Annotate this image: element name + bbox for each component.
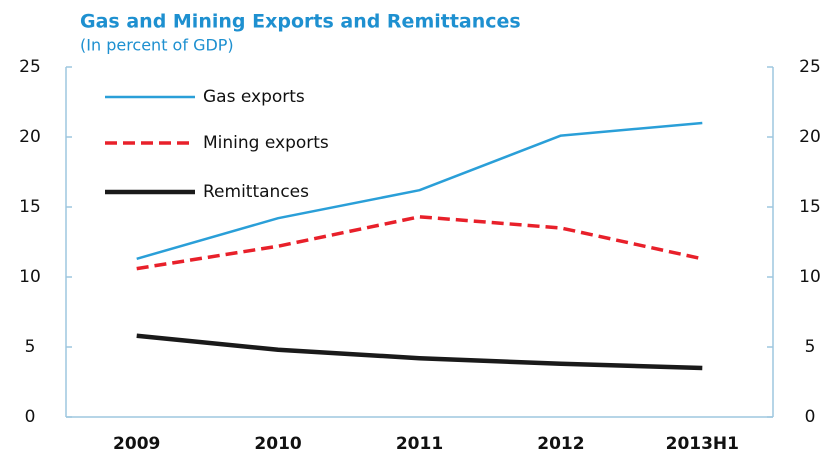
y-tick-label: 20 [19,127,41,147]
x-tick-label: 2012 [537,434,584,454]
legend-label: Remittances [203,182,309,202]
x-tick-label: 2013H1 [666,434,739,454]
series-line [136,121,703,261]
x-tick-label: 2010 [254,434,301,454]
y-tick-label: 10 [19,267,41,287]
y2-tick-label: 15 [799,197,821,217]
y2-tick-label: 25 [799,57,821,77]
y-tick-label: 25 [19,57,41,77]
y2-tick-label: 0 [805,407,816,427]
legend-label: Mining exports [203,133,329,153]
legend-label: Gas exports [203,87,305,107]
y2-tick-label: 10 [799,267,821,287]
y-tick-label: 0 [25,407,36,427]
x-tick-label: 2011 [396,434,443,454]
y2-tick-label: 5 [805,337,816,357]
series-line [136,215,703,271]
y-tick-label: 15 [19,197,41,217]
chart-title: Gas and Mining Exports and Remittances [80,11,521,33]
y2-tick-label: 20 [799,127,821,147]
y-tick-label: 5 [25,337,36,357]
chart-subtitle: (In percent of GDP) [80,36,234,55]
x-tick-label: 2009 [113,434,160,454]
series-line [136,333,703,371]
